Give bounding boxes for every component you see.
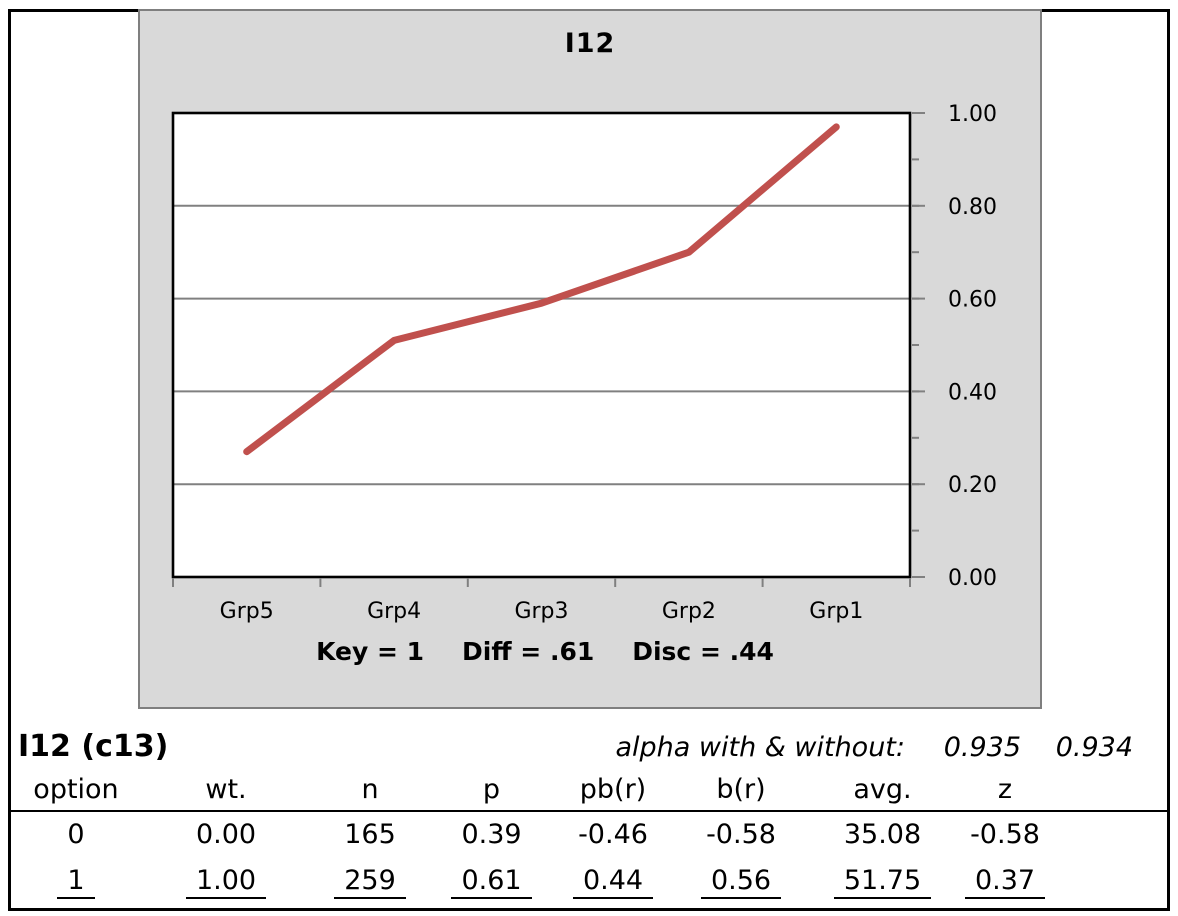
- table-cell: 0.61: [429, 858, 554, 904]
- y-axis-label: 0.00: [948, 566, 997, 591]
- underlined-value: 1: [57, 865, 95, 899]
- table-cell: 0: [67, 819, 85, 850]
- table-cell: -0.58: [706, 819, 776, 850]
- difficulty-value: Diff = .61: [462, 637, 595, 666]
- table-cell: 1.00: [141, 858, 311, 904]
- table-cell: 35.08: [843, 819, 922, 850]
- table-row-option-0: 0 0.00 165 0.39 -0.46 -0.58 35.08 -0.58: [11, 812, 1055, 858]
- x-axis-label: Grp2: [662, 599, 716, 624]
- quintile-chart: I12 0.00 0.20 0.40 0.60 0.80 1.00 Grp5 Grp4 Grp3…: [138, 9, 1042, 709]
- underlined-value: 1.00: [185, 865, 267, 899]
- column-header-avg: avg.: [853, 774, 912, 805]
- column-header-br: b(r): [716, 774, 766, 805]
- item-key-stats: Key = 1 Diff = .61 Disc = .44: [140, 637, 1040, 666]
- column-header-option: option: [33, 774, 119, 805]
- alpha-label: alpha with & without:: [615, 732, 905, 763]
- table-divider: [8, 810, 1170, 812]
- column-header-z: z: [997, 774, 1013, 805]
- table-cell: 259: [311, 858, 429, 904]
- item-summary-row: I12 (c13) alpha with & without: 0.935 0.…: [11, 727, 1167, 773]
- column-header-n: n: [361, 774, 379, 805]
- x-axis-label: Grp5: [220, 599, 274, 624]
- line-chart-plot: 0.00 0.20 0.40 0.60 0.80 1.00 Grp5 Grp4 Grp3 Grp2…: [171, 102, 997, 624]
- item-response-line: [243, 123, 840, 456]
- y-axis-label: 0.20: [948, 473, 997, 498]
- y-axis-label: 0.60: [948, 288, 997, 313]
- underlined-value: 0.44: [572, 865, 654, 899]
- table-cell: 0.44: [554, 858, 672, 904]
- key-value: Key = 1: [316, 637, 425, 666]
- stats-header-row: option wt. n p pb(r) b(r) avg. z: [11, 770, 1055, 810]
- plot-area: [173, 113, 910, 577]
- underlined-value: 0.61: [451, 865, 532, 899]
- table-cell: 51.75: [810, 858, 955, 904]
- underlined-value: 51.75: [833, 865, 932, 899]
- table-cell: -0.58: [970, 819, 1040, 850]
- table-cell: 1: [11, 858, 141, 904]
- table-cell: 0.00: [195, 819, 257, 850]
- column-header-pbr: pb(r): [579, 774, 647, 805]
- report-page: I12 0.00 0.20 0.40 0.60 0.80 1.00 Grp5 Grp4 Grp3…: [8, 9, 1170, 911]
- alpha-with-value: 0.935: [943, 732, 1021, 763]
- column-header-p: p: [482, 774, 501, 805]
- table-cell: -0.46: [578, 819, 648, 850]
- table-cell: 0.39: [461, 819, 522, 850]
- table-cell: 0.56: [672, 858, 810, 904]
- alpha-without-value: 0.934: [1055, 732, 1133, 763]
- y-axis-label: 0.80: [948, 195, 997, 220]
- plot-border: [171, 111, 912, 579]
- chart-title: I12: [564, 28, 616, 59]
- item-id: I12 (c13): [18, 729, 169, 764]
- underlined-value: 0.56: [700, 865, 782, 899]
- table-cell: 165: [344, 819, 396, 850]
- y-axis-label: 0.40: [948, 380, 997, 405]
- x-axis-label: Grp1: [809, 599, 863, 624]
- discrimination-value: Disc = .44: [632, 637, 774, 666]
- y-axis-label: 1.00: [948, 102, 997, 127]
- x-axis-label: Grp3: [514, 599, 568, 624]
- table-cell: 0.37: [955, 858, 1055, 904]
- table-row-option-1: 1 1.00 259 0.61 0.44 0.56 51.75 0.37: [11, 858, 1055, 904]
- x-axis-label: Grp4: [367, 599, 421, 624]
- underlined-value: 0.37: [964, 865, 1046, 899]
- underlined-value: 259: [334, 865, 406, 899]
- column-header-wt: wt.: [205, 774, 247, 805]
